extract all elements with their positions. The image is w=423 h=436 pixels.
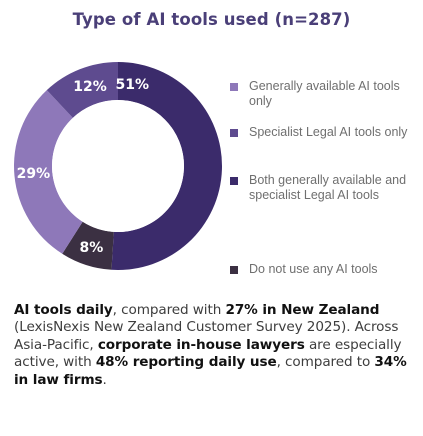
bold-text: AI tools daily: [14, 302, 113, 318]
body-text: , compared to: [276, 354, 375, 371]
bold-text: 48% reporting daily use: [95, 354, 277, 371]
body-text: (LexisNexis New Zealand Customer Survey …: [14, 319, 399, 353]
body-text: , compared with: [112, 302, 226, 318]
summary-paragraph: AI tools daily, compared with 27% in New…: [14, 302, 416, 389]
legend-swatch: [230, 177, 238, 185]
legend-swatch: [230, 129, 238, 137]
donut-chart: 51% 8% 29% 12%: [13, 62, 223, 270]
slice-value-label: 51%: [115, 77, 149, 93]
body-text: .: [102, 371, 107, 388]
bold-text: 27% in New Zealand: [225, 302, 380, 318]
donut-slice: [62, 221, 114, 270]
slice-value-label: 8%: [80, 240, 104, 256]
slice-value-label: 29%: [17, 166, 51, 182]
donut-hole: [52, 100, 184, 232]
chart-title: Type of AI tools used (n=287): [72, 10, 351, 29]
legend-label: Specialist Legal AI tools only: [249, 125, 408, 139]
legend-swatch: [230, 83, 238, 91]
legend-label: Both generally available and specialist …: [249, 173, 407, 202]
legend-label: Generally available AI tools only: [249, 79, 400, 108]
body-text: are especially active, with: [14, 336, 402, 371]
legend-label: Do not use any AI tools: [249, 262, 378, 276]
donut-slice: [46, 62, 119, 118]
bold-text: 34% in law firms: [14, 354, 407, 388]
donut-slice: [111, 62, 223, 270]
bold-text: corporate in-house lawyers: [97, 336, 305, 353]
legend-swatch: [230, 266, 238, 274]
slice-value-label: 12%: [73, 79, 107, 95]
donut-slice: [13, 90, 83, 254]
